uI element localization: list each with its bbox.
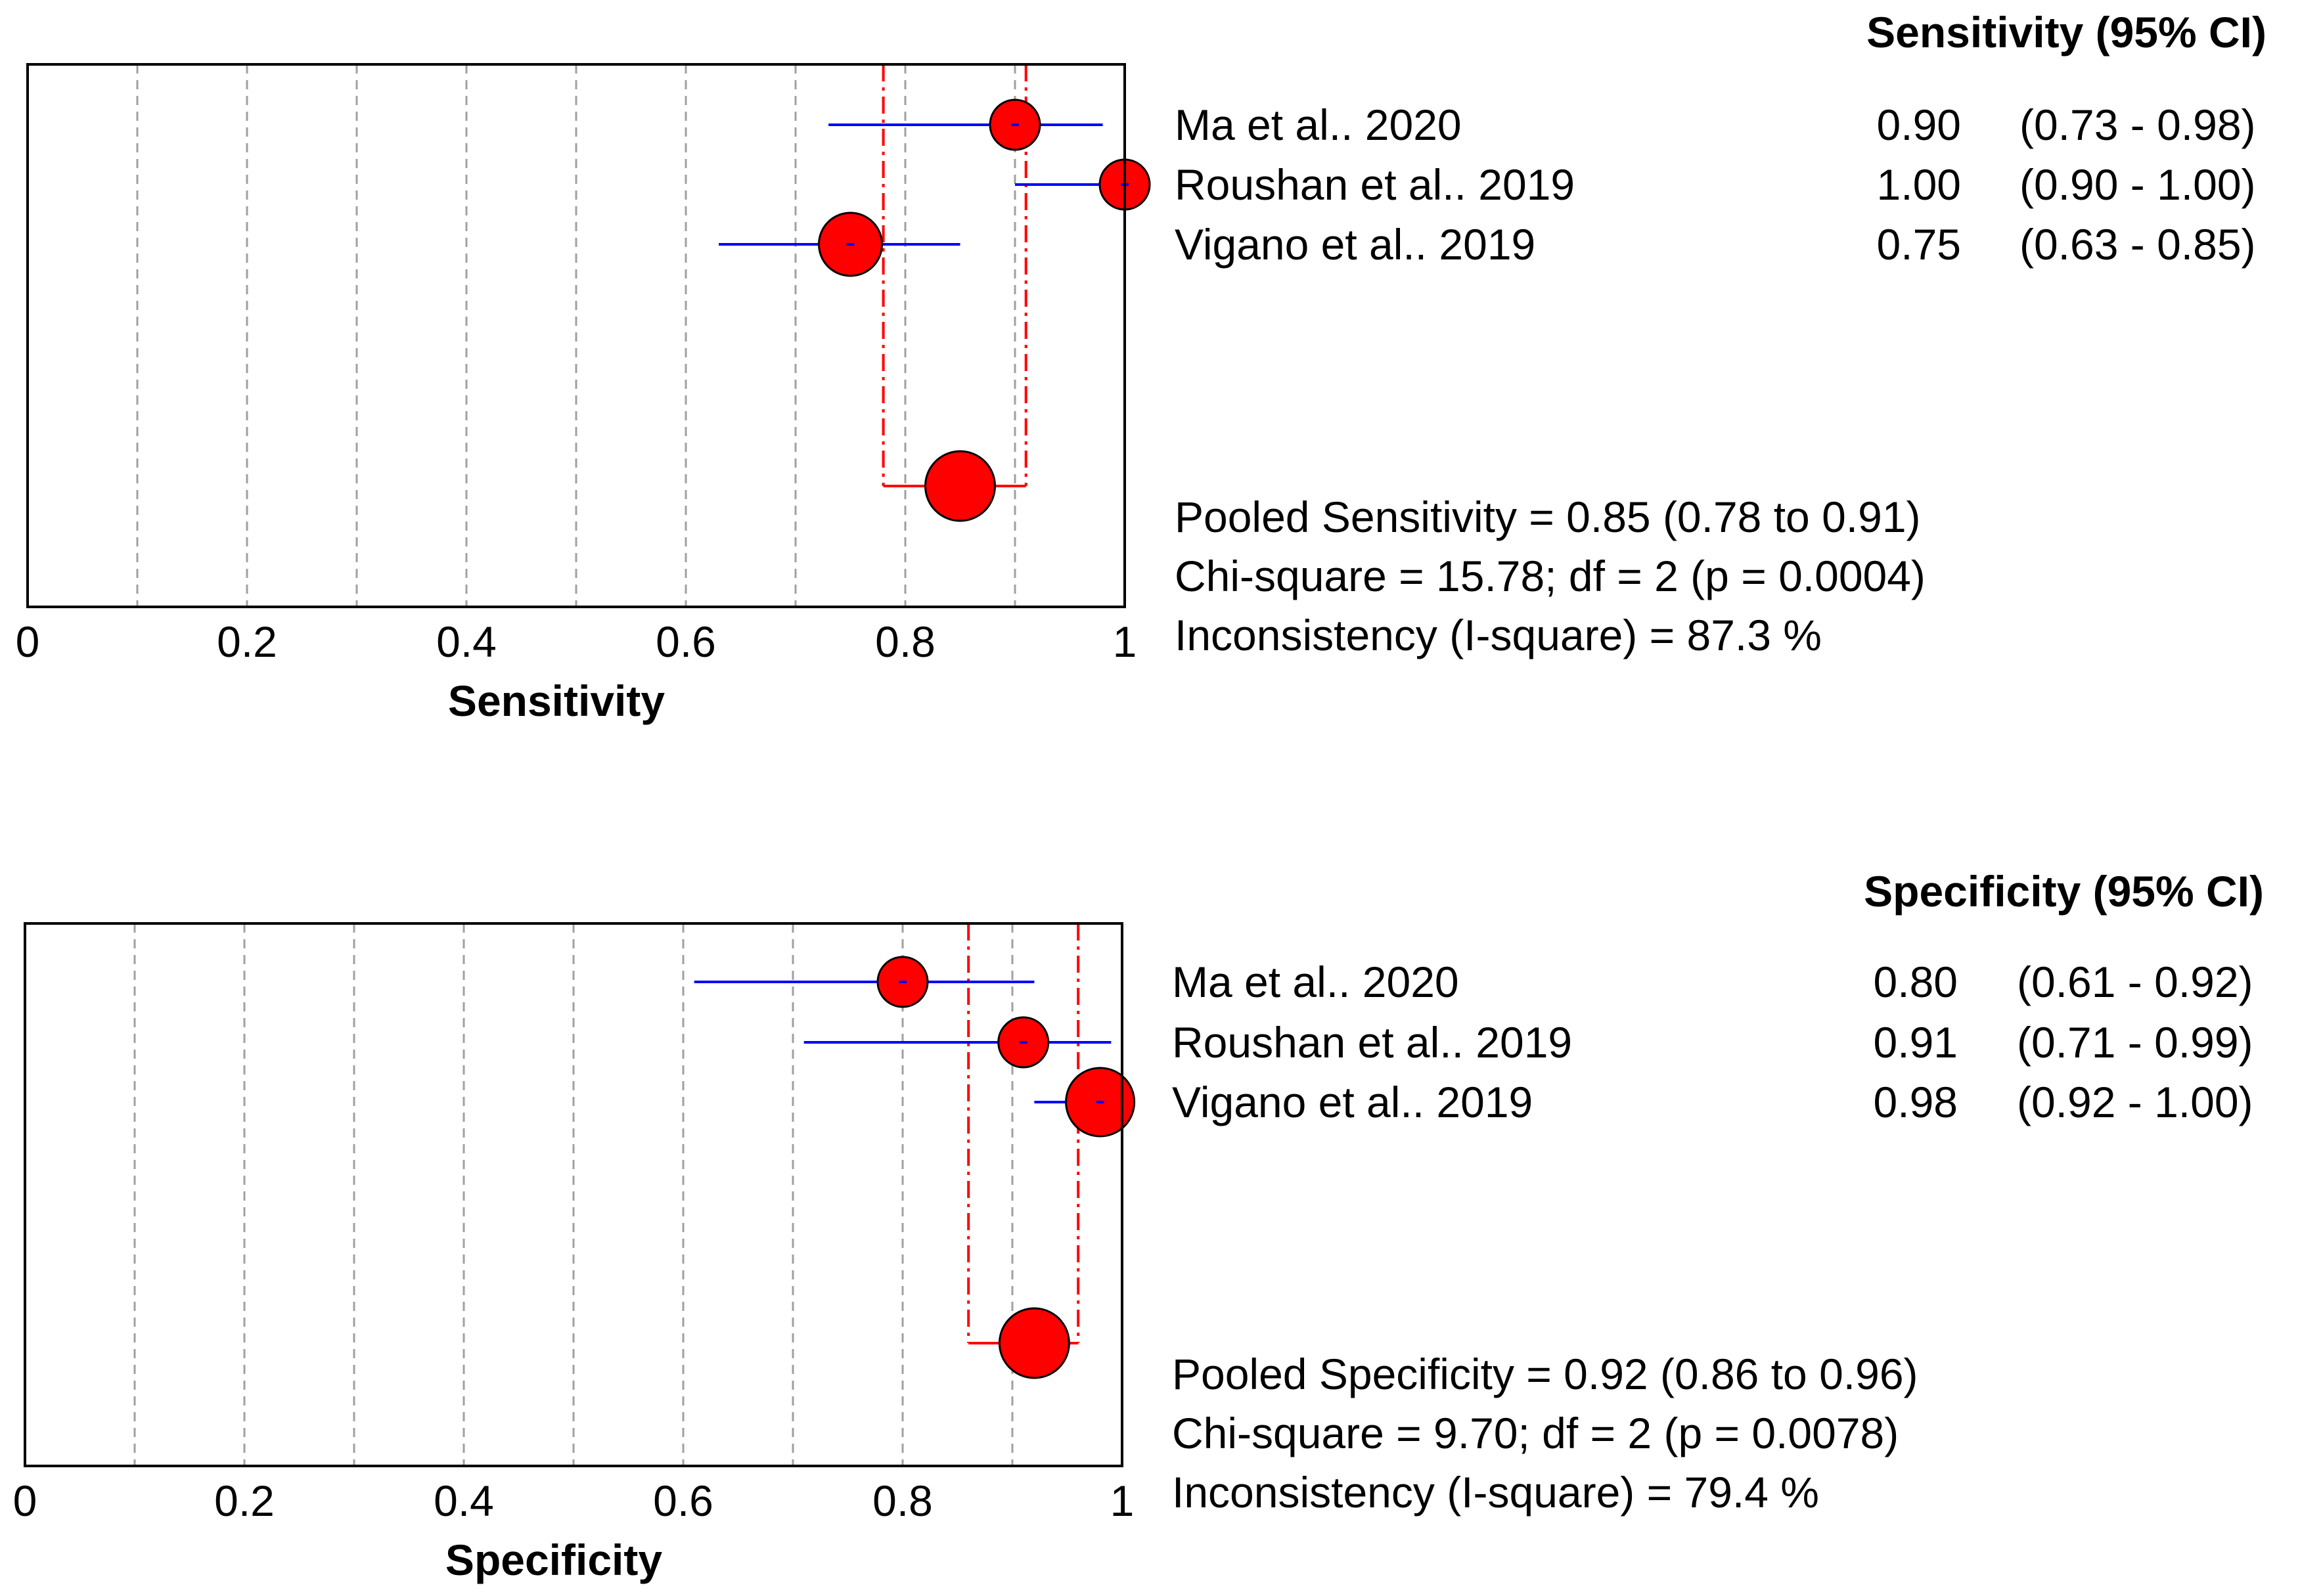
study-name-label: Roushan et al.. 2019 [1175,160,1575,209]
x-tick-label: 0.6 [656,617,716,666]
summary-line: Chi-square = 15.78; df = 2 (p = 0.0004) [1175,552,1926,600]
forest-panel-sensitivity: 0 0.2 0.4 0.6 0.8 1 Sensitivity Sensitivity (95… [16,8,2266,725]
study-estimate-label: 0.75 [1877,220,1961,269]
study-name-label: Vigano et al.. 2019 [1172,1078,1533,1126]
x-tick-label: 0.4 [436,617,497,666]
plot-frame [24,922,1123,1467]
summary-line: Pooled Specificity = 0.92 (0.86 to 0.96) [1172,1350,1918,1398]
column-header: Specificity (95% CI) [1864,867,2264,916]
study-estimate-label: 0.80 [1874,958,1958,1006]
x-tick-label: 0.8 [872,1476,933,1525]
x-tick-label: 1 [1113,617,1137,666]
x-tick-label: 1 [1110,1476,1135,1525]
study-name-label: Roushan et al.. 2019 [1172,1018,1572,1067]
x-tick-label: 0.4 [434,1476,494,1525]
x-axis-label: Sensitivity [448,676,665,725]
study-ci-label: (0.71 - 0.99) [2017,1018,2253,1067]
study-ci-label: (0.61 - 0.92) [2017,958,2253,1006]
x-axis-label: Specificity [445,1536,662,1584]
study-ci-label: (0.63 - 0.85) [2019,220,2256,269]
study-ci-label: (0.73 - 0.98) [2019,100,2256,149]
pooled-marker [998,1307,1070,1379]
x-tick-label: 0 [13,1476,37,1525]
summary-line: Inconsistency (I-square) = 79.4 % [1172,1468,1819,1517]
study-ci-label: (0.92 - 1.00) [2017,1078,2253,1126]
summary-line: Chi-square = 9.70; df = 2 (p = 0.0078) [1172,1409,1899,1457]
pooled-marker [924,450,996,522]
plot-frame [26,63,1126,608]
x-tick-label: 0.8 [875,617,936,666]
x-tick-label: 0 [16,617,40,666]
study-name-label: Ma et al.. 2020 [1172,958,1459,1006]
study-ci-label: (0.90 - 1.00) [2019,160,2256,209]
x-tick-label: 0.2 [217,617,277,666]
forest-panel-specificity: 0 0.2 0.4 0.6 0.8 1 Specificity Specificity (95… [13,867,2264,1584]
study-name-label: Vigano et al.. 2019 [1175,220,1535,269]
study-estimate-label: 0.91 [1874,1018,1958,1067]
x-tick-label: 0.6 [653,1476,713,1525]
x-tick-label: 0.2 [214,1476,275,1525]
study-estimate-label: 1.00 [1877,160,1961,209]
study-estimate-label: 0.98 [1874,1078,1958,1126]
summary-line: Pooled Sensitivity = 0.85 (0.78 to 0.91) [1175,493,1921,541]
study-name-label: Ma et al.. 2020 [1175,100,1462,149]
study-estimate-label: 0.90 [1877,100,1961,149]
column-header: Sensitivity (95% CI) [1866,8,2266,56]
summary-line: Inconsistency (I-square) = 87.3 % [1175,611,1822,659]
